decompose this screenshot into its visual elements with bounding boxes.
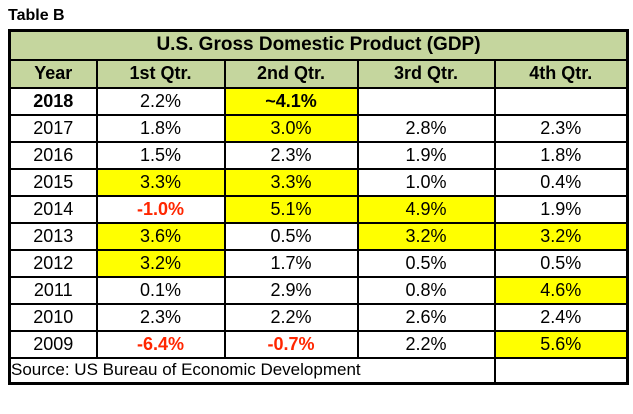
column-header-4th-qtr: 4th Qtr. (493, 58, 629, 89)
gdp-cell: 2.3% (95, 302, 226, 332)
gdp-cell: 0.8% (356, 275, 496, 305)
table-label: Table B (8, 7, 65, 24)
gdp-cell: 3.6% (95, 221, 226, 251)
data-row-2010: 2010 2.3% 2.2% 2.6% 2.4% (8, 302, 629, 332)
gdp-cell: 1.7% (223, 248, 359, 278)
page: Table B U.S. Gross Domestic Product (GDP… (8, 7, 630, 386)
year-cell: 2014 (8, 194, 98, 224)
gdp-cell: 0.5% (223, 221, 359, 251)
table-head: U.S. Gross Domestic Product (GDP) Year 1s… (8, 29, 629, 89)
source-note: Source: US Bureau of Economic Developmen… (8, 356, 496, 385)
gdp-cell: 2.8% (356, 113, 496, 143)
gdp-cell: ~4.1% (223, 86, 359, 116)
data-row-2012: 2012 3.2% 1.7% 0.5% 0.5% (8, 248, 629, 278)
gdp-cell (356, 86, 496, 116)
year-cell: 2012 (8, 248, 98, 278)
gdp-cell: 4.6% (493, 275, 629, 305)
year-cell: 2018 (8, 86, 98, 116)
gdp-cell: -6.4% (95, 329, 226, 359)
source-row: Source: US Bureau of Economic Developmen… (8, 356, 629, 385)
gdp-cell: 3.3% (223, 167, 359, 197)
gdp-cell: 1.8% (95, 113, 226, 143)
data-row-2016: 2016 1.5% 2.3% 1.9% 1.8% (8, 140, 629, 170)
gdp-cell: 2.9% (223, 275, 359, 305)
year-cell: 2011 (8, 275, 98, 305)
gdp-cell: 3.0% (223, 113, 359, 143)
data-row-2017: 2017 1.8% 3.0% 2.8% 2.3% (8, 113, 629, 143)
data-row-2009: 2009 -6.4% -0.7% 2.2% 5.6% (8, 329, 629, 359)
gdp-cell: 3.2% (493, 221, 629, 251)
data-row-2014: 2014 -1.0% 5.1% 4.9% 1.9% (8, 194, 629, 224)
table-title-row: U.S. Gross Domestic Product (GDP) (8, 29, 629, 61)
gdp-cell: 3.2% (356, 221, 496, 251)
gdp-cell: 2.2% (356, 329, 496, 359)
gdp-cell: 5.1% (223, 194, 359, 224)
gdp-table: U.S. Gross Domestic Product (GDP) Year 1s… (8, 29, 630, 386)
data-row-2018: 2018 2.2% ~4.1% (8, 86, 629, 116)
gdp-cell (493, 86, 629, 116)
gdp-cell: 1.5% (95, 140, 226, 170)
gdp-cell: 2.2% (95, 86, 226, 116)
gdp-cell: 0.1% (95, 275, 226, 305)
year-cell: 2016 (8, 140, 98, 170)
year-cell: 2009 (8, 329, 98, 359)
table-body: 2018 2.2% ~4.1% 2017 1.8% 3.0% 2.8% 2.3% 2016 1.5… (8, 86, 629, 359)
column-header-2nd-qtr: 2nd Qtr. (223, 58, 359, 89)
year-cell: 2013 (8, 221, 98, 251)
year-cell: 2017 (8, 113, 98, 143)
source-empty-cell (493, 356, 629, 385)
gdp-cell: 1.0% (356, 167, 496, 197)
gdp-cell: 4.9% (356, 194, 496, 224)
column-header-row: Year 1st Qtr. 2nd Qtr. 3rd Qtr. 4th Qtr. (8, 58, 629, 89)
gdp-cell: 1.9% (493, 194, 629, 224)
gdp-cell: 3.3% (95, 167, 226, 197)
gdp-cell: 2.3% (223, 140, 359, 170)
table-foot: Source: US Bureau of Economic Developmen… (8, 356, 629, 385)
gdp-cell: -0.7% (223, 329, 359, 359)
gdp-cell: 2.2% (223, 302, 359, 332)
data-row-2015: 2015 3.3% 3.3% 1.0% 0.4% (8, 167, 629, 197)
gdp-cell: 2.6% (356, 302, 496, 332)
gdp-cell: 0.5% (356, 248, 496, 278)
data-row-2013: 2013 3.6% 0.5% 3.2% 3.2% (8, 221, 629, 251)
year-cell: 2015 (8, 167, 98, 197)
gdp-cell: 2.3% (493, 113, 629, 143)
gdp-cell: 5.6% (493, 329, 629, 359)
gdp-cell: 1.9% (356, 140, 496, 170)
column-header-3rd-qtr: 3rd Qtr. (356, 58, 496, 89)
column-header-year: Year (8, 58, 98, 89)
gdp-cell: -1.0% (95, 194, 226, 224)
year-cell: 2010 (8, 302, 98, 332)
gdp-cell: 1.8% (493, 140, 629, 170)
table-title: U.S. Gross Domestic Product (GDP) (8, 29, 629, 61)
column-header-1st-qtr: 1st Qtr. (95, 58, 226, 89)
gdp-cell: 0.4% (493, 167, 629, 197)
data-row-2011: 2011 0.1% 2.9% 0.8% 4.6% (8, 275, 629, 305)
gdp-cell: 0.5% (493, 248, 629, 278)
gdp-cell: 3.2% (95, 248, 226, 278)
gdp-cell: 2.4% (493, 302, 629, 332)
